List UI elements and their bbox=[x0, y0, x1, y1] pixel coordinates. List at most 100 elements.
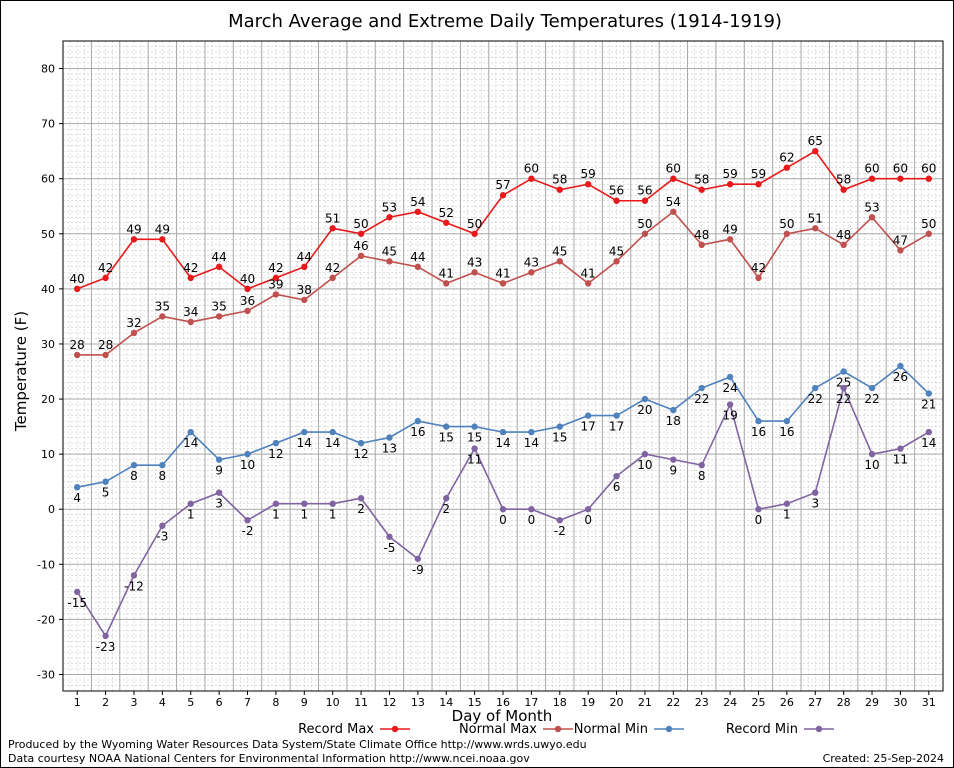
data-point bbox=[73, 483, 81, 491]
x-tick-label: 31 bbox=[922, 696, 936, 709]
data-point bbox=[499, 428, 507, 436]
legend-marker bbox=[815, 725, 823, 733]
data-label: 0 bbox=[499, 513, 507, 527]
data-point bbox=[244, 450, 251, 458]
data-label: 43 bbox=[467, 255, 482, 269]
footer-produced-by: Produced by the Wyoming Water Resources … bbox=[8, 738, 587, 751]
data-label: 42 bbox=[183, 261, 198, 275]
data-label: 12 bbox=[353, 447, 368, 461]
data-label: 40 bbox=[70, 272, 85, 286]
data-point bbox=[840, 368, 847, 375]
data-point bbox=[613, 472, 620, 480]
data-label: -2 bbox=[554, 524, 566, 538]
data-point bbox=[783, 417, 791, 425]
data-point bbox=[187, 274, 194, 282]
data-label: 54 bbox=[666, 195, 681, 209]
data-label: 65 bbox=[808, 134, 823, 148]
data-label: 9 bbox=[215, 464, 223, 478]
data-point bbox=[783, 230, 791, 237]
data-label: 49 bbox=[126, 222, 141, 236]
data-point bbox=[301, 263, 308, 271]
data-point bbox=[925, 390, 933, 397]
data-label: 14 bbox=[921, 436, 936, 450]
data-label: 14 bbox=[183, 436, 198, 450]
data-point bbox=[812, 384, 819, 392]
x-tick-label: 14 bbox=[439, 696, 453, 709]
data-label: 56 bbox=[609, 184, 624, 198]
data-label: 2 bbox=[442, 502, 450, 516]
data-label: 15 bbox=[552, 431, 567, 445]
x-tick-label: 2 bbox=[102, 696, 109, 709]
x-tick-label: 5 bbox=[187, 696, 194, 709]
data-label: 8 bbox=[159, 469, 167, 483]
data-point bbox=[613, 258, 620, 265]
y-tick-label: -20 bbox=[37, 613, 55, 626]
data-label: 56 bbox=[637, 184, 652, 198]
data-label: 17 bbox=[581, 420, 596, 434]
legend: Record Max Normal Max Normal Min Record Min bbox=[298, 722, 834, 737]
x-tick-label: 13 bbox=[411, 696, 425, 709]
data-label: 24 bbox=[722, 381, 737, 395]
data-point bbox=[868, 384, 876, 392]
data-label: 58 bbox=[836, 173, 851, 187]
data-point bbox=[726, 181, 734, 188]
data-point bbox=[528, 269, 535, 276]
data-label: 0 bbox=[755, 513, 763, 527]
data-label: 34 bbox=[183, 305, 198, 319]
data-point bbox=[726, 236, 734, 243]
data-label: 60 bbox=[864, 162, 879, 176]
data-point bbox=[528, 175, 535, 182]
data-point bbox=[812, 225, 819, 232]
x-tick-label: 3 bbox=[130, 696, 137, 709]
data-label: -23 bbox=[96, 640, 116, 654]
data-label: 18 bbox=[666, 414, 681, 428]
x-tick-label: 20 bbox=[610, 696, 624, 709]
x-tick-label: 30 bbox=[893, 696, 907, 709]
data-point bbox=[159, 313, 166, 320]
data-point bbox=[102, 351, 109, 359]
data-point bbox=[215, 489, 223, 496]
y-tick-label: 10 bbox=[41, 448, 55, 461]
data-label: 48 bbox=[836, 228, 851, 242]
data-point bbox=[670, 175, 677, 182]
legend-label: Record Max bbox=[298, 722, 374, 737]
data-point bbox=[329, 225, 336, 232]
x-tick-label: 6 bbox=[216, 696, 223, 709]
grid bbox=[63, 40, 943, 692]
chart-title: March Average and Extreme Daily Temperat… bbox=[228, 11, 782, 32]
y-tick-label: 40 bbox=[41, 283, 55, 296]
data-point bbox=[528, 506, 535, 513]
data-label: 60 bbox=[921, 162, 936, 176]
data-label: 14 bbox=[495, 436, 510, 450]
data-label: 20 bbox=[637, 403, 652, 417]
data-label: 14 bbox=[297, 436, 312, 450]
data-point bbox=[897, 175, 904, 182]
data-label: 62 bbox=[779, 151, 794, 165]
data-point bbox=[726, 373, 734, 381]
data-point bbox=[414, 263, 422, 271]
data-label: -3 bbox=[156, 530, 168, 544]
data-point bbox=[130, 236, 138, 243]
data-point bbox=[73, 351, 81, 359]
data-label: 3 bbox=[811, 497, 819, 511]
data-point bbox=[471, 230, 478, 237]
data-point bbox=[130, 329, 138, 337]
data-point bbox=[159, 522, 166, 529]
y-axis-label: Temperature (F) bbox=[12, 311, 30, 432]
data-point bbox=[868, 450, 876, 458]
data-label: 8 bbox=[130, 469, 138, 483]
data-point bbox=[357, 495, 365, 502]
data-label: 58 bbox=[552, 173, 567, 187]
data-point bbox=[272, 439, 280, 447]
data-label: 41 bbox=[439, 266, 454, 280]
data-point bbox=[272, 291, 280, 298]
data-point bbox=[329, 274, 336, 282]
data-point bbox=[386, 434, 393, 441]
data-point bbox=[698, 186, 705, 193]
data-label: 53 bbox=[382, 200, 397, 214]
y-tick-label: 70 bbox=[41, 118, 55, 131]
data-point bbox=[783, 500, 791, 507]
data-label: 5 bbox=[102, 486, 110, 500]
legend-label: Normal Max bbox=[459, 722, 537, 737]
